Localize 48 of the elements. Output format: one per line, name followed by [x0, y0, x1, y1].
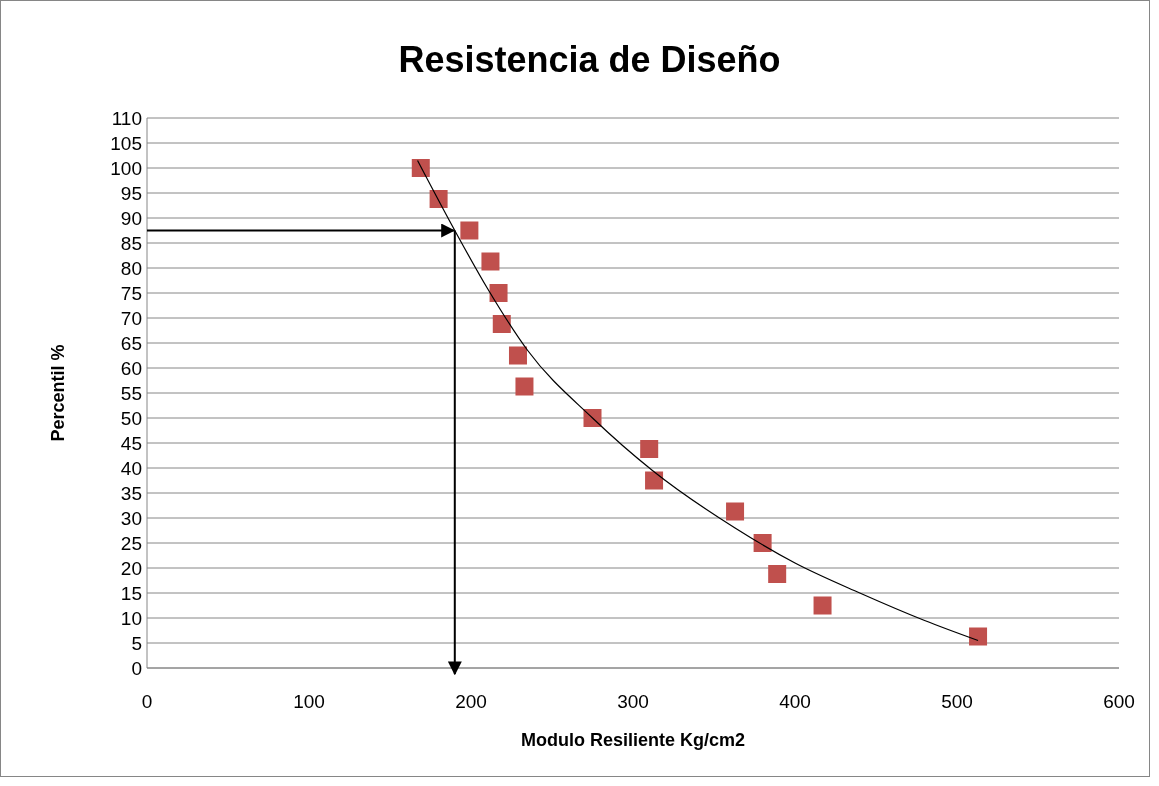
y-tick-label: 110 — [111, 107, 142, 129]
y-tick-label: 30 — [120, 507, 142, 529]
point — [645, 471, 664, 490]
point — [813, 596, 832, 615]
y-tick-label: 75 — [120, 282, 142, 304]
y-tick-label: 70 — [120, 307, 142, 329]
y-axis-title: Percentil % — [48, 344, 68, 442]
chart-title: Resistencia de Diseño — [398, 39, 781, 80]
x-tick-label: 300 — [617, 691, 649, 712]
point — [583, 409, 602, 427]
y-tick-label: 105 — [110, 132, 142, 154]
y-tick-label: 25 — [120, 532, 142, 554]
point — [726, 502, 745, 521]
y-tick-label: 0 — [131, 657, 142, 679]
y-tick-label: 35 — [120, 482, 142, 504]
y-tick-label: 40 — [120, 457, 142, 479]
point — [969, 627, 988, 646]
x-tick-label: 200 — [455, 691, 487, 712]
y-tick-label: 60 — [120, 357, 142, 379]
y-tick-label: 5 — [131, 632, 142, 654]
point — [429, 190, 448, 208]
y-tick-label: 100 — [110, 157, 142, 179]
y-tick-label: 10 — [120, 607, 142, 629]
point — [753, 534, 772, 552]
point — [460, 221, 479, 240]
x-tick-label: 600 — [1103, 691, 1135, 712]
x-tick-label: 400 — [779, 691, 811, 712]
point — [489, 284, 508, 302]
point — [411, 159, 430, 177]
x-tick-label: 100 — [293, 691, 325, 712]
point — [481, 252, 500, 271]
y-tick-label: 95 — [120, 182, 142, 204]
point — [515, 377, 534, 396]
y-tick-label: 20 — [120, 557, 142, 579]
y-tick-label: 90 — [120, 207, 142, 229]
x-tick-label: 500 — [941, 691, 973, 712]
y-tick-label: 50 — [120, 407, 142, 429]
point — [768, 565, 787, 583]
point — [640, 440, 659, 458]
y-tick-label: 15 — [120, 582, 142, 604]
y-tick-label: 65 — [120, 332, 142, 354]
point — [492, 315, 511, 333]
point — [508, 346, 527, 365]
y-tick-label: 55 — [120, 382, 142, 404]
y-tick-label: 85 — [120, 232, 142, 254]
y-tick-label: 80 — [120, 257, 142, 279]
x-axis-title: Modulo Resiliente Kg/cm2 — [520, 730, 746, 750]
y-tick-label: 45 — [120, 432, 142, 454]
